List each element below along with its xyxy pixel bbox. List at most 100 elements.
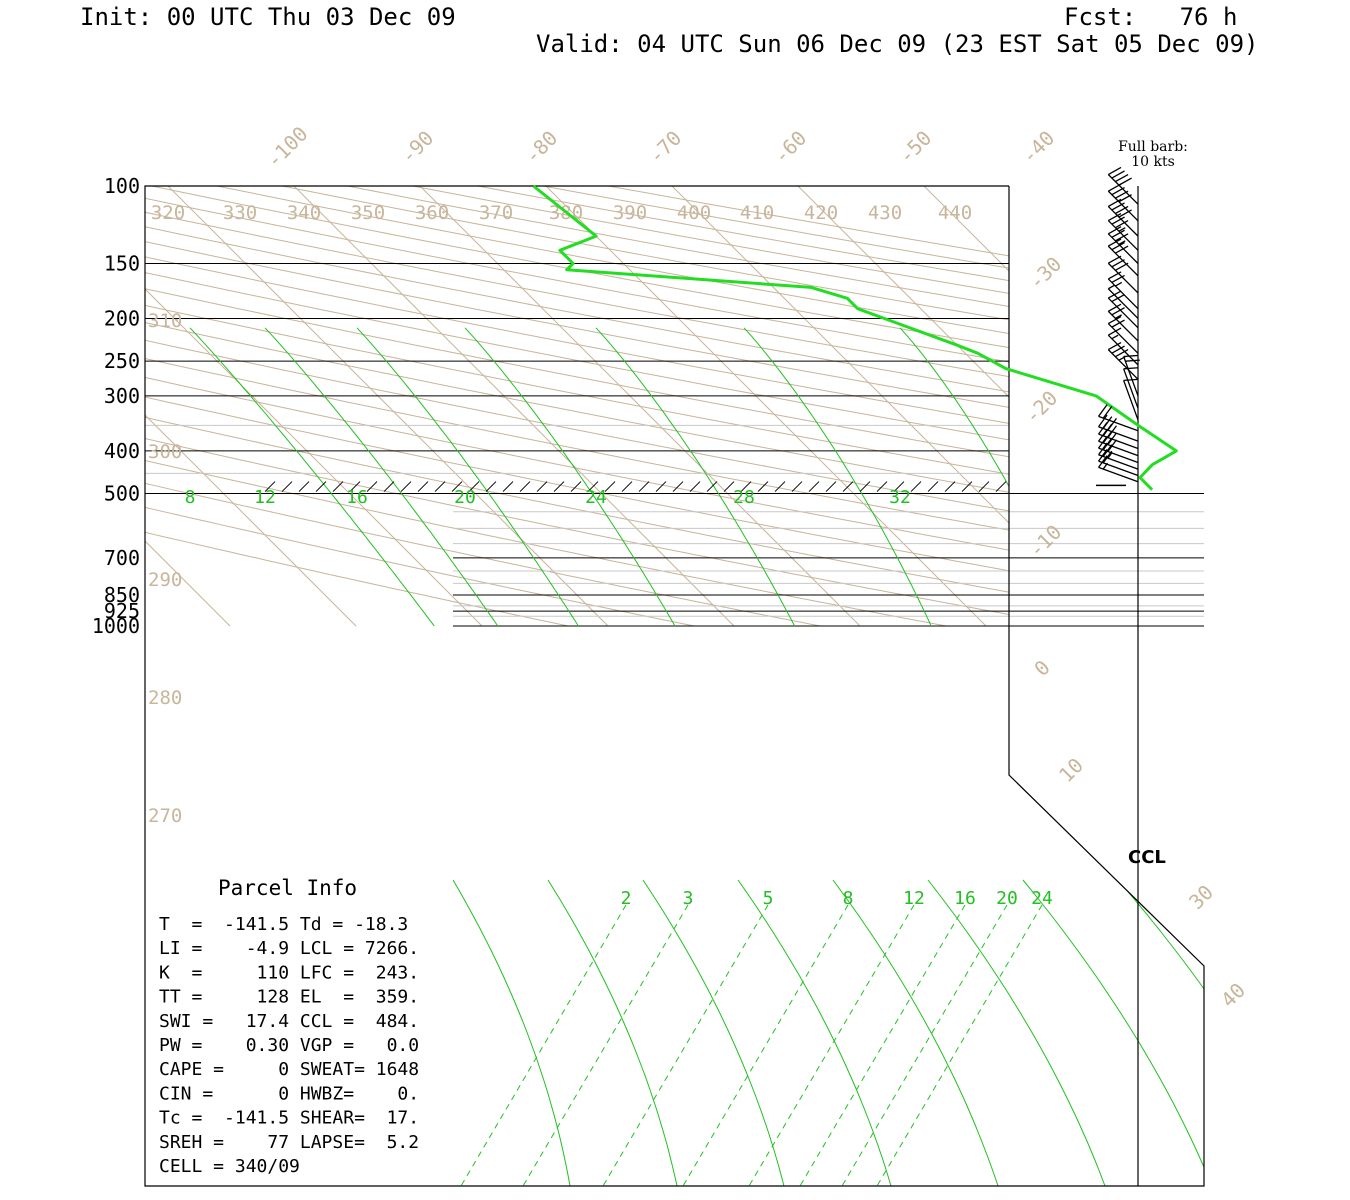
mixing-ratio-label: 8 xyxy=(185,487,196,508)
barb-flag xyxy=(1115,190,1129,199)
barb-flag xyxy=(1115,173,1129,183)
wind-barb xyxy=(1107,303,1139,342)
frame-outline xyxy=(144,185,1205,1187)
parcel-info-row: T = -141.5 Td = -18.3 xyxy=(159,914,408,935)
hatch-mark xyxy=(910,481,922,492)
mixing-ratio-line xyxy=(682,904,849,1186)
hatch-mark xyxy=(961,481,973,492)
isotherm-line xyxy=(1302,186,1350,626)
wind-barb xyxy=(1098,429,1139,457)
hatch-mark xyxy=(485,481,497,492)
hatch-mark xyxy=(468,481,480,492)
barb-staff xyxy=(1098,433,1139,450)
hatch-mark xyxy=(400,481,412,492)
barb-staff xyxy=(1098,466,1139,483)
mixing-ratio-label: 20 xyxy=(454,487,476,508)
hatch-mark xyxy=(893,481,905,492)
mixing-ratio-label: 5 xyxy=(763,888,774,909)
hatch-mark xyxy=(638,481,650,492)
dry-adiabat-line xyxy=(145,186,1204,627)
moist-adiabat-line xyxy=(832,879,999,1186)
hatch-mark xyxy=(757,481,769,492)
hatch-mark xyxy=(689,481,701,492)
wind-barb xyxy=(1098,435,1139,464)
mixing-ratio-label: 32 xyxy=(889,487,911,508)
dry-adiabat-line xyxy=(145,186,1204,627)
barb-flag xyxy=(1098,404,1108,417)
mixing-ratio-label: 24 xyxy=(585,487,607,508)
barb-flag xyxy=(1118,209,1132,218)
isotherm-label: -100 xyxy=(262,122,313,173)
barb-flag xyxy=(1107,271,1122,280)
hatch-mark xyxy=(553,481,565,492)
moist-adiabat-line xyxy=(264,327,499,627)
hatch-mark xyxy=(519,481,531,492)
dry-adiabat-line xyxy=(145,186,1204,627)
dry-adiabat-line xyxy=(145,186,1204,627)
background-lines xyxy=(0,186,1350,627)
theta-label: 440 xyxy=(938,202,972,224)
barb-flag xyxy=(1102,444,1113,457)
barb-staff xyxy=(1107,310,1139,342)
dry-adiabat-line xyxy=(145,186,1204,627)
wind-barb xyxy=(1107,290,1139,329)
barb-flag xyxy=(1098,442,1108,456)
theta-label: 300 xyxy=(148,441,182,463)
barb-flag xyxy=(1107,183,1122,192)
isotherm-label: -70 xyxy=(644,126,687,169)
theta-label: 390 xyxy=(613,202,647,224)
lower-mixing-ratio-lines xyxy=(452,879,1204,1186)
isotherm-label: 40 xyxy=(1216,978,1250,1012)
hatch-mark xyxy=(366,481,378,492)
isotherm-line xyxy=(0,186,104,626)
isotherm-label: -30 xyxy=(1024,252,1067,295)
parcel-info-title: Parcel Info xyxy=(218,876,357,900)
mixing-ratio-line xyxy=(522,904,689,1186)
theta-label: 320 xyxy=(151,202,185,224)
pressure-tick-label: 100 xyxy=(104,174,140,198)
wind-barb xyxy=(1107,284,1139,319)
dry-adiabat-line xyxy=(145,186,1204,627)
barb-flag xyxy=(1102,437,1113,451)
barb-flag xyxy=(1107,315,1122,325)
hatch-mark xyxy=(876,481,888,492)
barb-half-flag xyxy=(1111,334,1119,340)
moist-adiabat-line xyxy=(737,879,892,1186)
barb-flag xyxy=(1107,341,1122,351)
barb-half-flag xyxy=(1115,281,1123,287)
barb-flag xyxy=(1111,274,1125,284)
hatch-mark xyxy=(723,481,735,492)
barb-flag xyxy=(1125,359,1140,362)
parcel-info-row: PW = 0.30 VGP = 0.0 xyxy=(159,1035,419,1056)
isotherm-label: -60 xyxy=(769,126,812,169)
barb-flag xyxy=(1107,255,1122,264)
hatch-mark xyxy=(859,481,871,492)
hatch-mark xyxy=(502,481,514,492)
hatch-mark xyxy=(740,481,752,492)
wind-barb xyxy=(1107,238,1139,277)
wind-barb xyxy=(1123,367,1139,409)
hatch-mark xyxy=(672,481,684,492)
barb-staff xyxy=(1123,380,1139,421)
dry-adiabat-line xyxy=(145,186,1204,627)
theta-label: 420 xyxy=(804,202,838,224)
barb-staff xyxy=(1098,447,1139,464)
mixing-ratio-label: 16 xyxy=(346,487,368,508)
barb-flag xyxy=(1107,238,1122,247)
parcel-info-background xyxy=(146,872,453,1185)
hatch-mark xyxy=(587,481,599,492)
barb-flag xyxy=(1115,262,1129,271)
hatch-mark xyxy=(417,481,429,492)
barb-flag xyxy=(1111,259,1125,268)
dry-adiabat-line xyxy=(145,186,1204,627)
parcel-info-row: K = 110 LFC = 243. xyxy=(159,962,419,983)
ccl-label: CCL xyxy=(1128,847,1166,868)
moist-adiabat-line xyxy=(743,327,932,627)
wind-barb xyxy=(1098,442,1139,470)
mixing-ratio-label: 12 xyxy=(254,487,276,508)
barb-staff xyxy=(1098,415,1139,432)
barb-flag xyxy=(1123,367,1139,370)
theta-label: 430 xyxy=(868,202,902,224)
moist-adiabat-line xyxy=(464,327,676,627)
wind-barb xyxy=(1123,354,1140,397)
